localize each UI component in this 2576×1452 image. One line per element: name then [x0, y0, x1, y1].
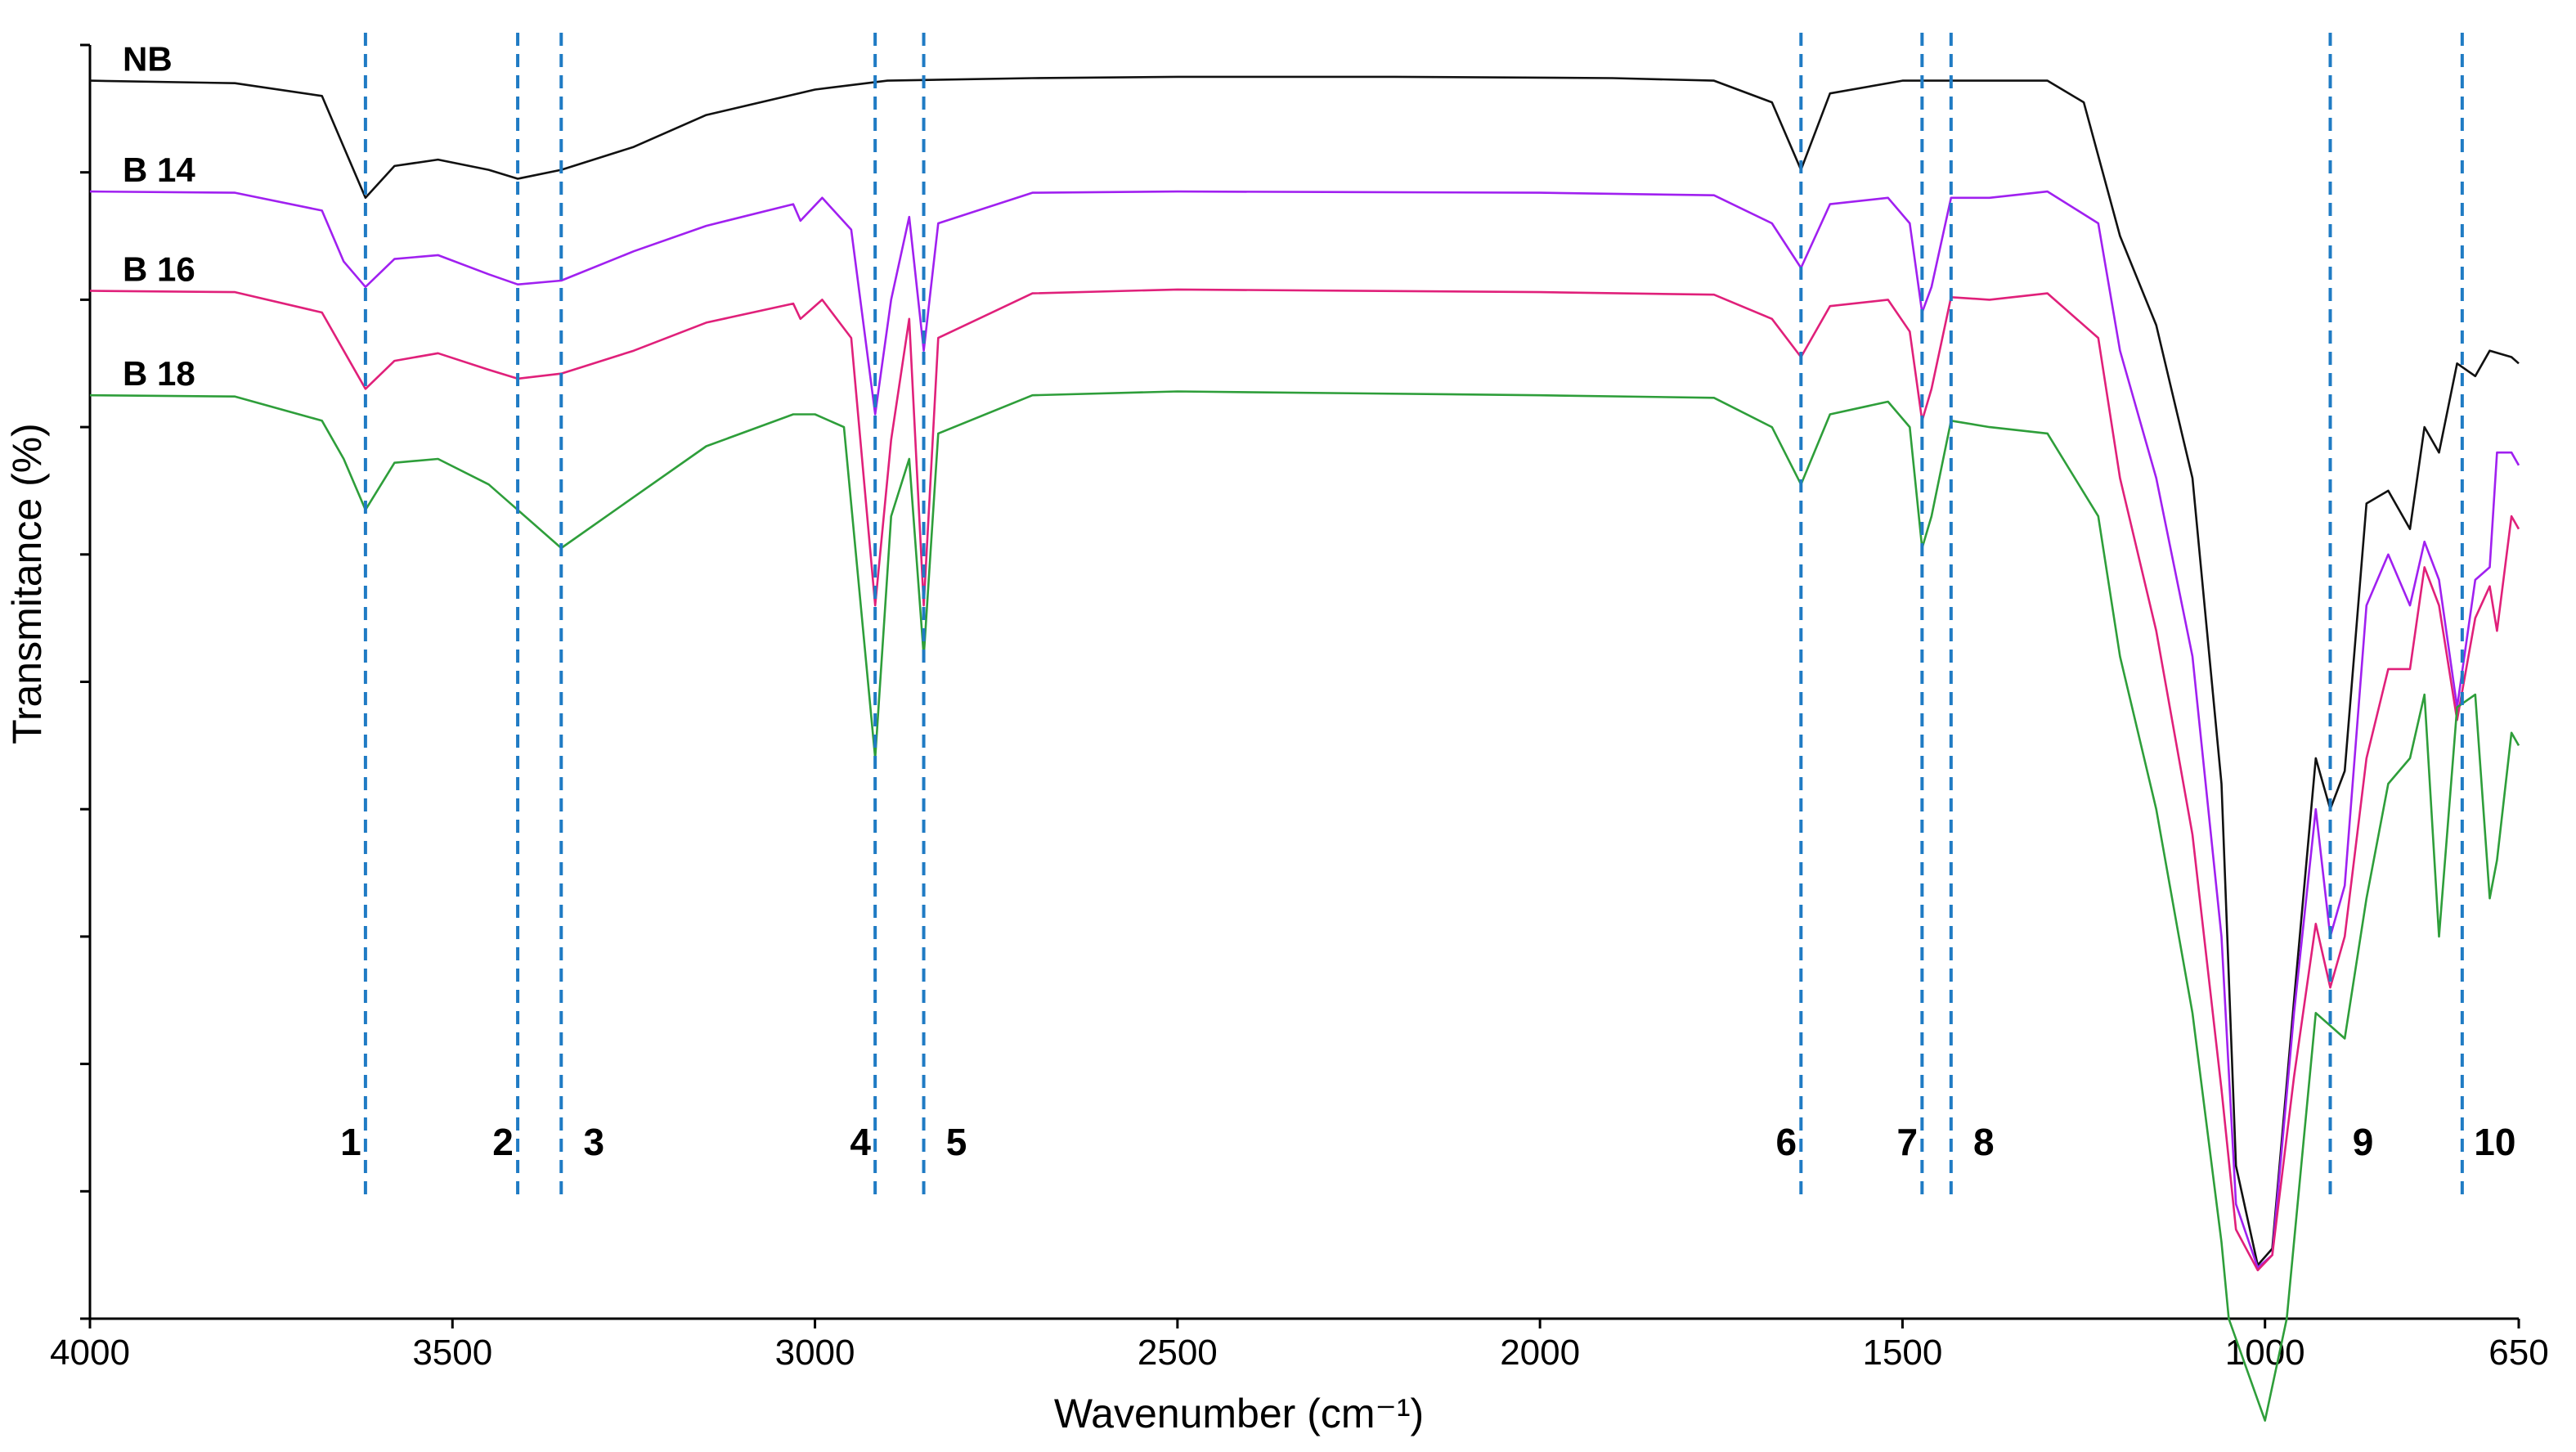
peak-label: 9: [2353, 1121, 2374, 1163]
x-tick-label: 1000: [2225, 1333, 2305, 1373]
peak-label: 6: [1776, 1121, 1797, 1163]
peak-label: 8: [1973, 1121, 1995, 1163]
series-line-b-18: [89, 390, 2520, 1422]
x-tick-label: 650: [2488, 1333, 2548, 1373]
peak-label: 5: [946, 1121, 967, 1163]
peak-label: 2: [492, 1121, 514, 1163]
x-tick-label: 4000: [50, 1333, 130, 1373]
peak-label: 10: [2474, 1121, 2515, 1163]
x-tick-label: 3500: [412, 1333, 492, 1373]
x-tick-label: 2000: [1500, 1333, 1580, 1373]
y-axis-title: Transmitance (%): [4, 423, 50, 744]
series-layer: [89, 75, 2520, 1422]
y-ticks: [80, 43, 90, 1320]
series-line-b-14: [89, 190, 2520, 1269]
x-tick-label: 3000: [775, 1333, 855, 1373]
peak-label: 3: [583, 1121, 604, 1163]
axes: [88, 45, 2519, 1320]
peak-label: 7: [1897, 1121, 1919, 1163]
series-label: NB: [123, 40, 173, 79]
x-ticks: 4000 3500 3000 2500 2000 1500 1000 650: [50, 1319, 2549, 1373]
series-labels: NB B 14 B 16 B 18: [123, 40, 195, 393]
peak-label: 1: [340, 1121, 361, 1163]
x-tick-label: 2500: [1138, 1333, 1218, 1373]
series-line-b-16: [89, 288, 2520, 1272]
peak-lines: 1 2 3 4 5 6 7 8 9 10: [340, 33, 2515, 1196]
series-label: B 18: [123, 354, 195, 393]
series-line-nb: [89, 75, 2520, 1266]
series-label: B 14: [123, 151, 195, 189]
series-label: B 16: [123, 250, 195, 289]
peak-label: 4: [850, 1121, 871, 1163]
x-axis-title: Wavenumber (cm⁻¹): [1054, 1391, 1424, 1436]
x-tick-label: 1500: [1862, 1333, 1942, 1373]
